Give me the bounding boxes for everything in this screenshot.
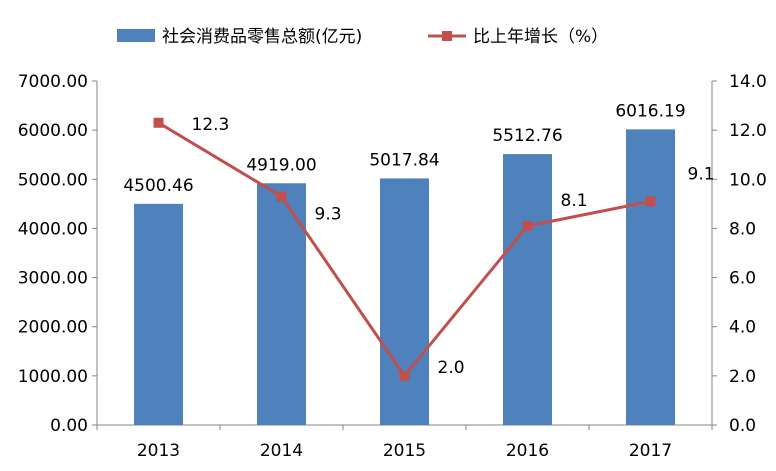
line-point	[276, 191, 287, 202]
right-tick-label: 12.0	[729, 121, 767, 141]
line-point	[522, 220, 533, 231]
right-tick-label: 14.0	[729, 72, 767, 92]
left-tick-label: 3000.00	[18, 269, 88, 289]
x-tick-label: 2013	[137, 441, 180, 461]
x-axis-ticks: 2013 2014 2015 2016 2017	[96, 425, 713, 461]
line-point	[645, 196, 656, 207]
right-tick-label: 4.0	[729, 318, 756, 338]
right-tick-label: 10.0	[729, 170, 767, 190]
line-point	[399, 370, 410, 381]
line-point	[153, 117, 164, 128]
left-tick-label: 2000.00	[18, 318, 88, 338]
bar	[626, 129, 675, 425]
line-series	[153, 117, 656, 381]
legend-line-marker	[442, 31, 452, 41]
left-tick-label: 1000.00	[18, 367, 88, 387]
legend-line-label: 比上年增长（%）	[473, 27, 608, 47]
left-tick-label: 6000.00	[18, 121, 88, 141]
bar-data-label: 5512.76	[492, 126, 562, 146]
bar-series	[134, 129, 675, 425]
right-axis-ticks: 0.0 2.0 4.0 6.0 8.0 10.0 12.0 14.0	[712, 72, 767, 436]
right-tick-label: 8.0	[729, 219, 756, 239]
x-tick-label: 2016	[506, 441, 549, 461]
bar	[134, 203, 183, 425]
line-data-label: 2.0	[438, 358, 465, 378]
x-tick-label: 2017	[629, 441, 672, 461]
line-data-label: 8.1	[561, 191, 588, 211]
left-axis-ticks: 0.00 1000.00 2000.00 3000.00 4000.00 5000.00 6…	[18, 72, 97, 436]
bar-data-label: 4500.46	[123, 176, 193, 196]
x-tick-label: 2015	[383, 441, 426, 461]
left-tick-label: 5000.00	[18, 170, 88, 190]
legend-bar-swatch	[117, 29, 155, 42]
left-tick-label: 4000.00	[18, 219, 88, 239]
right-tick-label: 6.0	[729, 269, 756, 289]
legend-bar-label: 社会消费品零售总额(亿元)	[162, 27, 362, 47]
bar	[503, 154, 552, 425]
bar-data-label: 4919.00	[246, 155, 316, 175]
line-data-label: 9.1	[688, 164, 715, 184]
left-tick-label: 0.00	[50, 416, 88, 436]
bar-data-label: 6016.19	[615, 101, 685, 121]
bar	[257, 183, 306, 425]
x-tick-label: 2014	[260, 441, 303, 461]
right-tick-label: 0.0	[729, 416, 756, 436]
axes: 0.00 1000.00 2000.00 3000.00 4000.00 5000.00 6…	[18, 72, 767, 461]
right-tick-label: 2.0	[729, 367, 756, 387]
bar-data-labels: 4500.46 4919.00 5017.84 5512.76 6016.19	[123, 101, 685, 195]
bar-data-label: 5017.84	[369, 150, 439, 170]
left-tick-label: 7000.00	[18, 72, 88, 92]
line-data-labels: 12.3 9.3 2.0 8.1 9.1	[192, 115, 715, 378]
line-data-label: 9.3	[315, 204, 342, 224]
legend: 社会消费品零售总额(亿元) 比上年增长（%）	[117, 27, 608, 47]
line-data-label: 12.3	[192, 115, 230, 135]
bar	[380, 178, 429, 425]
